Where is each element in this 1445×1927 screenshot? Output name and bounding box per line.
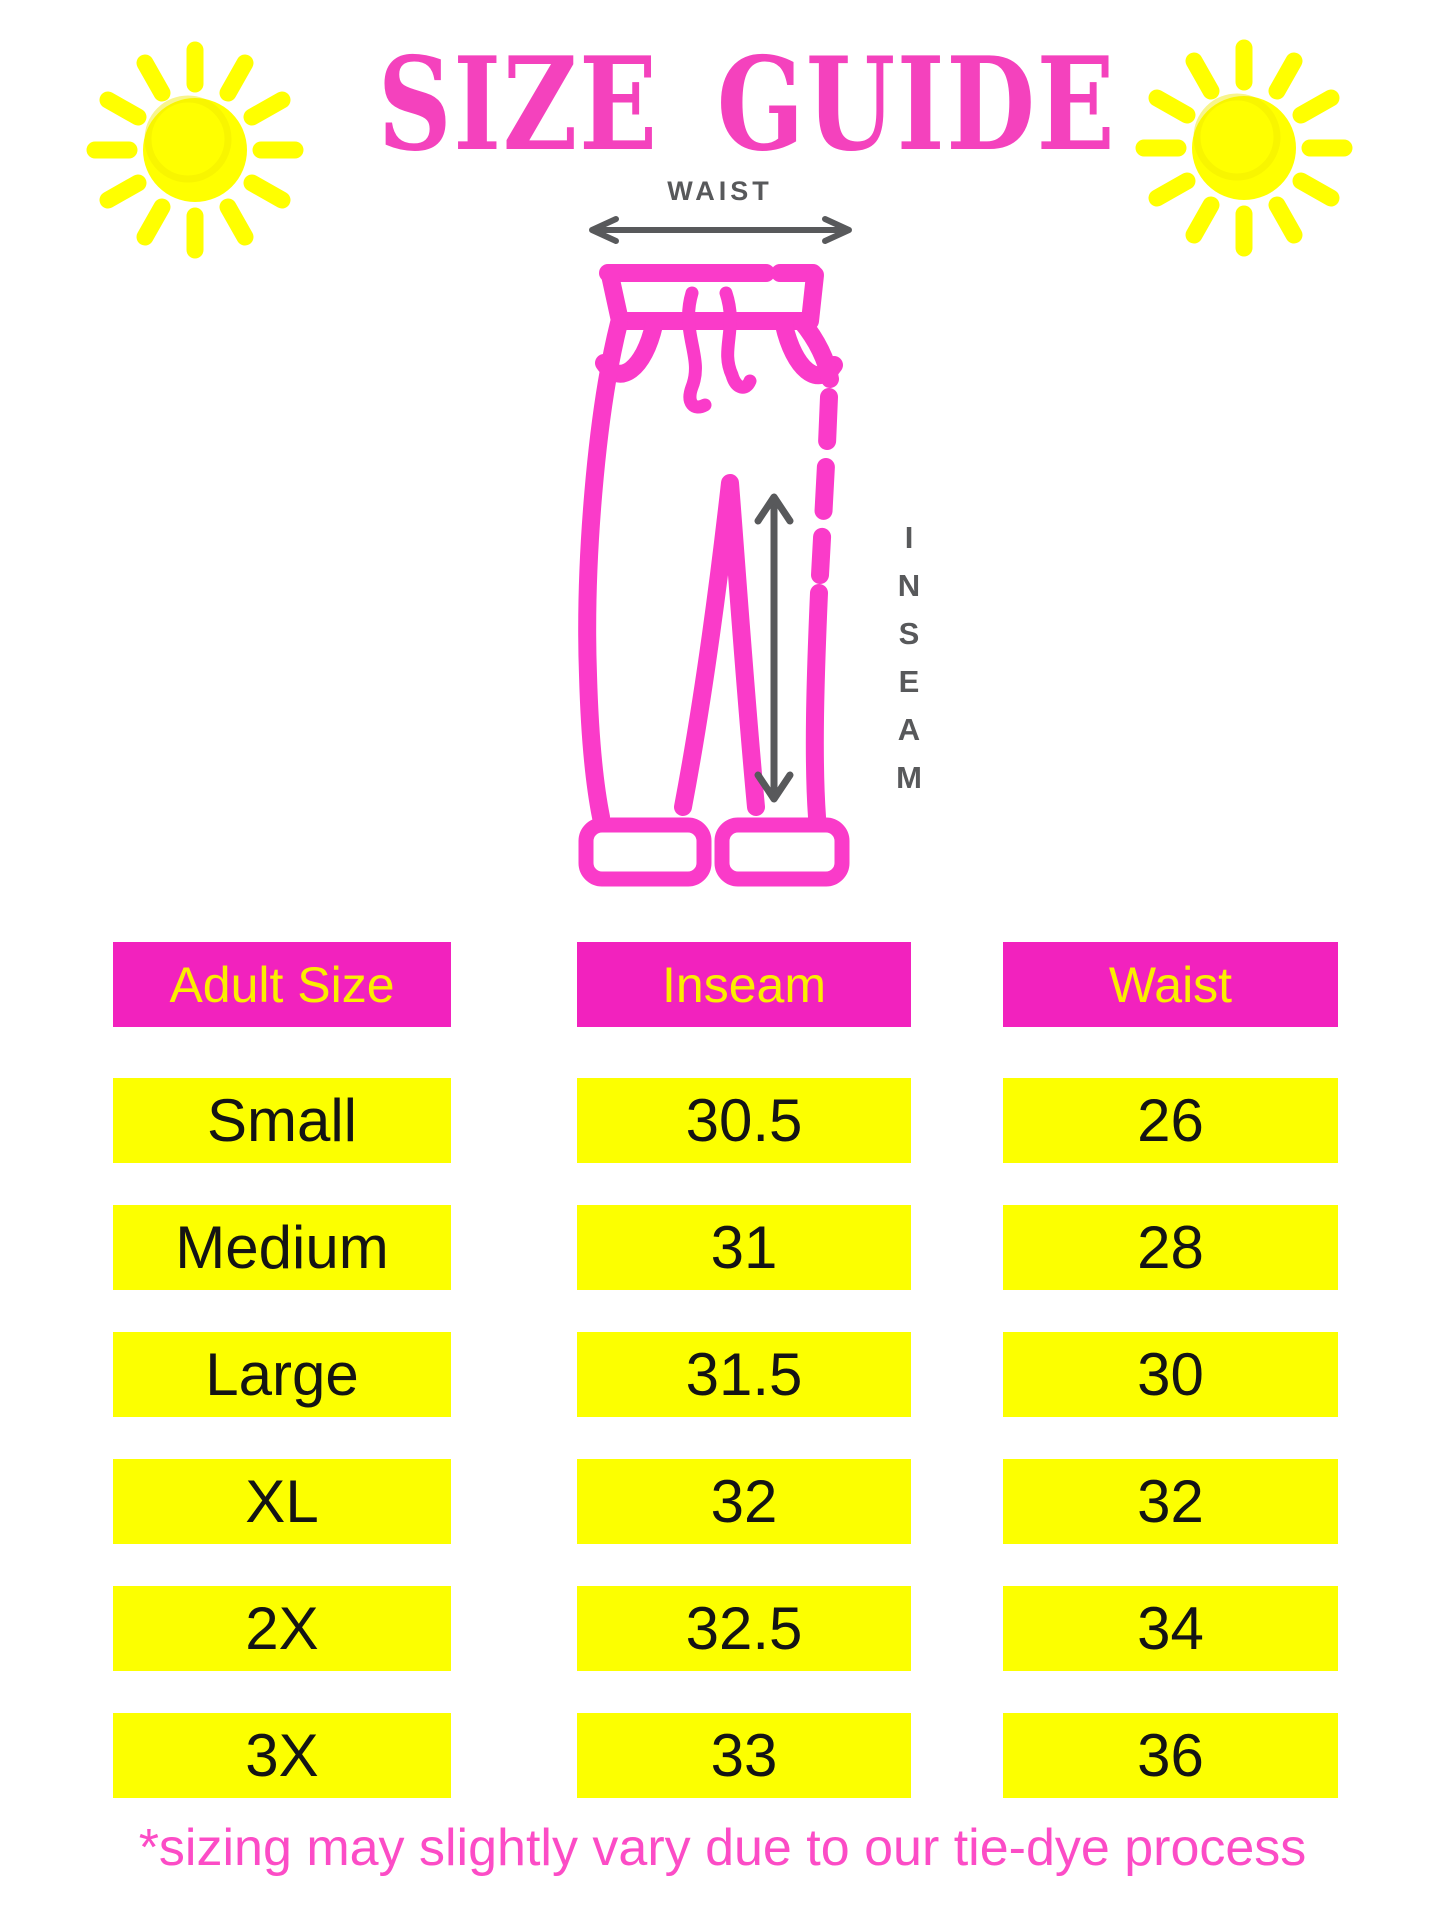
- inseam-letter: E: [898, 664, 920, 699]
- page-title: SIZE GUIDE: [377, 30, 1117, 180]
- column-header-waist: Waist: [1003, 942, 1338, 1027]
- inseam-arrow-icon: [754, 493, 794, 803]
- inseam-measure-label: I N S E A M: [880, 522, 938, 793]
- waist-cell: 30: [1003, 1332, 1338, 1417]
- column-header-inseam: Inseam: [577, 942, 911, 1027]
- size-cell: Large: [113, 1332, 451, 1417]
- inseam-letter: I: [904, 520, 914, 555]
- inseam-letter: N: [897, 568, 921, 603]
- inseam-cell: 32.5: [577, 1586, 911, 1671]
- inseam-cell: 32: [577, 1459, 911, 1544]
- inseam-cell: 31: [577, 1205, 911, 1290]
- waist-cell: 28: [1003, 1205, 1338, 1290]
- column-header-adult-size: Adult Size: [113, 942, 451, 1027]
- sun-icon: [86, 41, 304, 259]
- waist-arrow-icon: [589, 216, 852, 244]
- waist-cell: 26: [1003, 1078, 1338, 1163]
- jogger-pants-icon: [578, 264, 850, 887]
- sun-icon: [1135, 39, 1353, 257]
- inseam-cell: 30.5: [577, 1078, 911, 1163]
- inseam-letter: S: [898, 616, 920, 651]
- size-cell: XL: [113, 1459, 451, 1544]
- waist-cell: 32: [1003, 1459, 1338, 1544]
- waist-measure-label: WAIST: [667, 176, 773, 206]
- size-cell: Small: [113, 1078, 451, 1163]
- size-cell: 3X: [113, 1713, 451, 1798]
- waist-cell: 34: [1003, 1586, 1338, 1671]
- size-cell: Medium: [113, 1205, 451, 1290]
- inseam-cell: 33: [577, 1713, 911, 1798]
- waist-cell: 36: [1003, 1713, 1338, 1798]
- size-cell: 2X: [113, 1586, 451, 1671]
- inseam-cell: 31.5: [577, 1332, 911, 1417]
- inseam-letter: M: [896, 760, 922, 795]
- inseam-letter: A: [897, 712, 921, 747]
- sizing-disclaimer: *sizing may slightly vary due to our tie…: [138, 1819, 1307, 1877]
